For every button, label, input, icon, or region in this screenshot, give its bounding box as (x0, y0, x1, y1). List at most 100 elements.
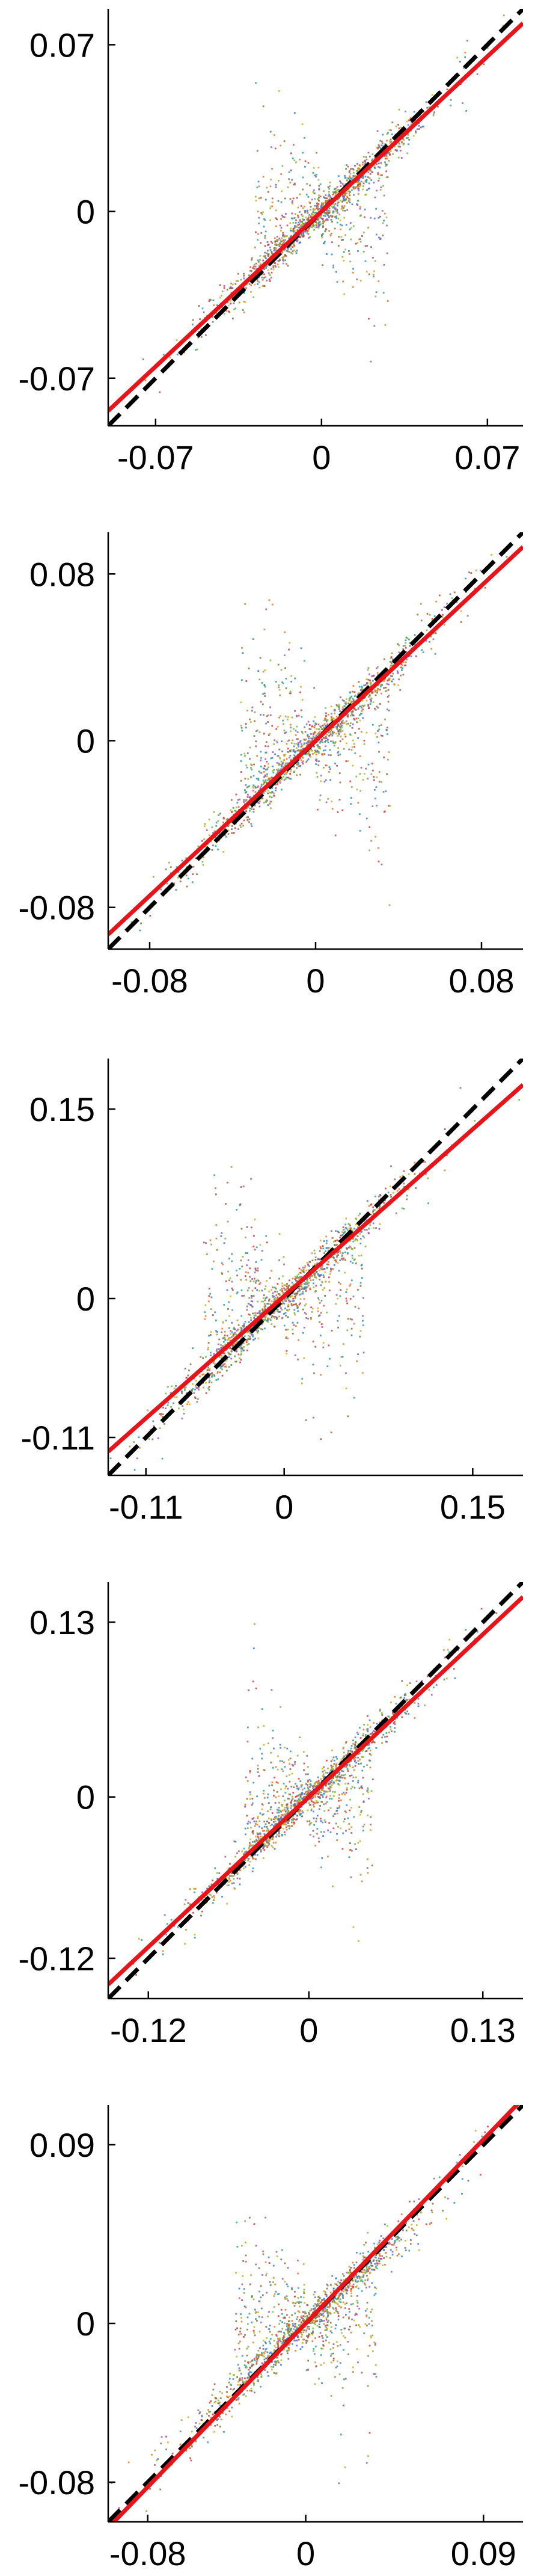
scatter-point (340, 1799, 342, 1801)
scatter-point (381, 781, 382, 783)
scatter-point (327, 739, 329, 741)
scatter-point (305, 1279, 308, 1281)
scatter-point (179, 881, 182, 882)
scatter-point (264, 1299, 266, 1302)
scatter-point (209, 1379, 211, 1382)
scatter-point (286, 1747, 289, 1750)
scatter-point (365, 158, 368, 161)
scatter-point (354, 1306, 356, 1308)
scatter-point (189, 1403, 191, 1406)
scatter-point (336, 764, 338, 767)
scatter-point (334, 763, 337, 764)
scatter-point (167, 1386, 169, 1388)
scatter-point (391, 652, 393, 654)
scatter-point (288, 739, 290, 742)
scatter-point (326, 734, 328, 736)
scatter-point (293, 742, 296, 745)
scatter-point (336, 1839, 338, 1841)
scatter-point (236, 1341, 238, 1343)
scatter-point (364, 208, 366, 211)
scatter-point (279, 782, 281, 784)
scatter-point (317, 203, 320, 205)
scatter-point (240, 1344, 242, 1346)
scatter-point (215, 1379, 218, 1381)
scatter-point (295, 762, 298, 764)
scatter-point (405, 647, 407, 649)
scatter-point (210, 1308, 212, 1310)
scatter-point (368, 155, 371, 158)
scatter-point (341, 1234, 343, 1237)
scatter-point (228, 1279, 230, 1282)
scatter-point (203, 856, 205, 858)
scatter-point (259, 1244, 261, 1246)
scatter-point (358, 168, 361, 170)
scatter-point (279, 1305, 281, 1308)
scatter-point (352, 186, 355, 188)
scatter-point (366, 1200, 368, 1202)
scatter-point (414, 1173, 416, 1175)
scatter-point (357, 708, 359, 710)
scatter-point (295, 219, 297, 221)
scatter-point (386, 224, 388, 227)
scatter-point (319, 1335, 322, 1336)
scatter-point (278, 238, 281, 239)
scatter-point (227, 1308, 229, 1310)
scatter-point (362, 1297, 364, 1299)
scatter-point (325, 1250, 326, 1252)
scatter-point (338, 708, 340, 710)
scatter-point (264, 1285, 267, 1287)
scatter-point (376, 233, 378, 236)
scatter-point (351, 727, 353, 729)
scatter-point (240, 1259, 242, 1262)
scatter-point (378, 179, 380, 182)
scatter-point (347, 716, 349, 718)
scatter-point (299, 765, 301, 767)
scatter-point (474, 1638, 476, 1640)
scatter-point (277, 768, 280, 770)
scatter-point (367, 1232, 370, 1234)
scatter-point (311, 212, 313, 215)
scatter-point (289, 1300, 292, 1303)
scatter-point (390, 656, 393, 658)
fit-line (108, 1083, 523, 1454)
scatter-point (371, 171, 373, 173)
scatter-point (259, 259, 261, 261)
scatter-point (315, 763, 317, 765)
scatter-point (260, 197, 262, 199)
scatter-point (254, 791, 257, 793)
scatter-point (242, 1342, 245, 1344)
scatter-point (224, 1237, 227, 1240)
scatter-point (347, 760, 349, 762)
scatter-point (207, 1347, 209, 1349)
scatter-point (317, 752, 320, 754)
scatter-point (281, 1290, 283, 1292)
scatter-point (341, 1231, 344, 1233)
scatter-point (315, 736, 317, 738)
scatter-point (228, 1352, 230, 1354)
scatter-point (323, 1287, 325, 1289)
scatter-point (308, 237, 310, 239)
scatter-point (392, 678, 394, 680)
scatter-point (307, 1285, 309, 1288)
scatter-point (323, 723, 326, 725)
scatter-point (361, 1372, 364, 1374)
scatter-point (338, 1784, 340, 1786)
scatter-point (287, 716, 289, 718)
scatter-point (176, 339, 178, 342)
scatter-point (289, 182, 292, 183)
scatter-point (260, 1300, 263, 1303)
scatter-point (248, 1858, 250, 1860)
scatter-point (390, 150, 392, 152)
scatter-point (136, 1457, 138, 1460)
scatter-point (370, 1203, 372, 1206)
scatter-point (348, 171, 350, 173)
scatter-point (340, 185, 342, 187)
scatter-point (306, 1820, 308, 1822)
scatter-point (214, 1363, 216, 1365)
scatter-point (335, 271, 337, 273)
scatter-point (342, 280, 344, 283)
scatter-point (210, 1894, 212, 1896)
scatter-point (317, 1307, 319, 1309)
scatter-point (292, 229, 295, 232)
scatter-point (308, 1276, 310, 1279)
